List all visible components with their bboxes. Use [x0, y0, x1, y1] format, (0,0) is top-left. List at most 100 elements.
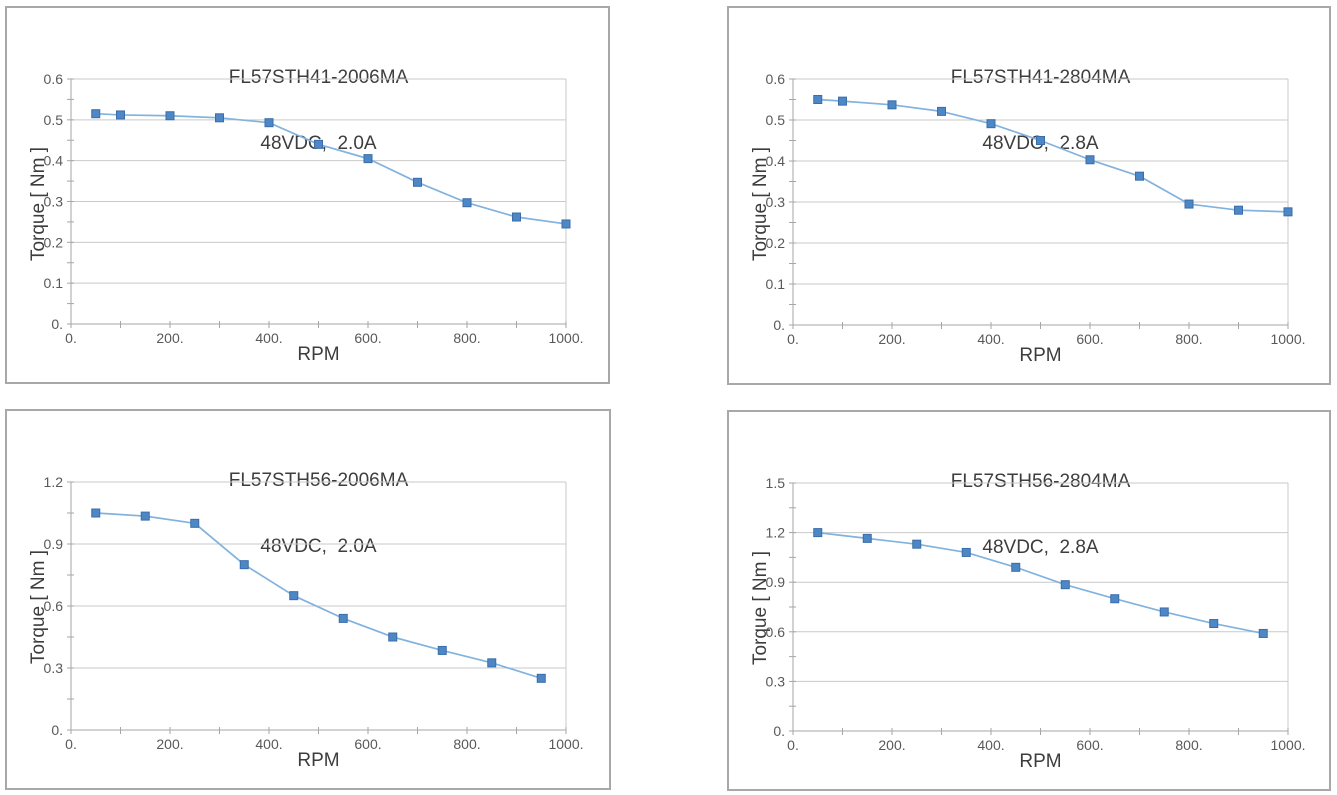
y-tick-label: 1.5 — [766, 475, 786, 491]
data-point-marker — [91, 508, 101, 518]
x-tick-label: 600. — [354, 736, 381, 752]
data-point-marker — [912, 539, 922, 549]
x-axis-title: RPM — [297, 344, 340, 365]
x-tick-label: 0. — [787, 331, 799, 347]
data-point-marker — [838, 96, 847, 106]
x-tick-label: 600. — [1076, 737, 1103, 753]
chart-canvas: 0. 0.1 0.2 0.3 0.4 0.5 0.6 0. 200. 400. 600. 800. 10… — [766, 71, 1306, 347]
data-point-marker — [1159, 607, 1169, 617]
y-tick-label: 0.9 — [44, 536, 64, 552]
y-tick-label: 0. — [51, 316, 63, 332]
data-point-marker — [264, 118, 274, 128]
y-tick-label: 0. — [773, 723, 785, 739]
chart-title-rating: 48VDC, 2.0A — [260, 133, 377, 154]
chart-canvas: 0. 0.3 0.6 0.9 1.2 0. 200. 400. 600. 800. 1000. — [44, 474, 584, 752]
data-point-marker — [1184, 199, 1194, 209]
x-tick-label: 200. — [878, 737, 905, 753]
chart-title-model: FL57STH56-2006MA — [228, 470, 409, 491]
x-tick-label: 0. — [787, 737, 799, 753]
chart-title: FL57STH56-2804MA 48VDC, 2.8A — [793, 427, 1288, 603]
chart-panel-fl57sth41-2006ma: FL57STH41-2006MA 48VDC, 2.0A Torque [ Nm… — [5, 6, 610, 384]
data-point-marker — [813, 528, 823, 538]
x-tick-label: 200. — [156, 330, 183, 346]
chart-title-model: FL57STH41-2804MA — [950, 67, 1131, 88]
data-point-marker — [1060, 580, 1070, 590]
y-tick-label: 0.2 — [44, 234, 64, 250]
y-tick-label: 0.4 — [44, 153, 64, 169]
chart-canvas: 0. 0.3 0.6 0.9 1.2 1.5 0. 200. 400. 600. 800. 1000. — [766, 475, 1306, 753]
data-point-marker — [1085, 155, 1095, 165]
data-point-marker — [487, 658, 497, 668]
x-tick-label: 600. — [354, 330, 381, 346]
x-tick-label: 1000. — [548, 736, 583, 752]
y-tick-label: 0.1 — [766, 276, 786, 292]
x-tick-label: 800. — [1175, 331, 1202, 347]
data-point-marker — [190, 518, 200, 528]
data-point-marker — [413, 177, 422, 187]
data-point-marker — [1258, 628, 1268, 638]
chart-title-rating: 48VDC, 2.0A — [260, 536, 377, 557]
y-tick-label: 0.2 — [766, 235, 786, 251]
data-point-marker — [1234, 205, 1243, 215]
y-tick-label: 0. — [51, 722, 63, 738]
chart-canvas: 0. 0.1 0.2 0.3 0.4 0.5 0.6 0. 200. 400. 600. 800. 10… — [44, 71, 584, 346]
chart-panel-fl57sth41-2804ma: FL57STH41-2804MA 48VDC, 2.8A Torque [ Nm… — [727, 6, 1331, 385]
x-tick-label: 800. — [1175, 737, 1202, 753]
data-point-marker — [1209, 619, 1219, 629]
x-tick-label: 1000. — [1270, 331, 1305, 347]
data-point-marker — [363, 154, 373, 164]
data-point-marker — [862, 533, 872, 543]
chart-panel-fl57sth56-2804ma: FL57STH56-2804MA 48VDC, 2.8A Torque [ Nm… — [727, 410, 1331, 791]
data-point-marker — [512, 212, 521, 222]
chart-panel-fl57sth56-2006ma: FL57STH56-2006MA 48VDC, 2.0A Torque [ Nm… — [5, 409, 611, 790]
x-tick-label: 800. — [453, 736, 480, 752]
data-point-marker — [338, 613, 348, 623]
x-tick-label: 800. — [453, 330, 480, 346]
data-point-marker — [215, 113, 224, 123]
data-point-marker — [536, 673, 546, 683]
torque-curve-line — [95, 112, 567, 225]
data-point-marker — [561, 219, 571, 229]
data-point-marker — [388, 632, 398, 642]
x-tick-label: 1000. — [1270, 737, 1305, 753]
y-tick-label: 0.3 — [766, 673, 786, 689]
y-tick-label: 0.1 — [44, 275, 64, 291]
data-point-marker — [937, 106, 946, 116]
chart-title: FL57STH56-2006MA 48VDC, 2.0A — [71, 426, 566, 602]
x-tick-label: 200. — [878, 331, 905, 347]
y-tick-label: 0.6 — [766, 71, 786, 87]
x-axis-title: RPM — [297, 750, 340, 771]
x-tick-label: 600. — [1076, 331, 1103, 347]
x-tick-label: 200. — [156, 736, 183, 752]
y-tick-label: 0. — [773, 317, 785, 333]
y-tick-label: 0.5 — [766, 112, 786, 128]
data-point-marker — [165, 111, 175, 121]
data-point-marker — [813, 95, 823, 104]
x-tick-label: 1000. — [548, 330, 583, 346]
data-point-marker — [1036, 136, 1045, 145]
y-tick-label: 0.6 — [44, 71, 64, 87]
x-tick-label: 400. — [255, 736, 282, 752]
y-tick-label: 0.5 — [44, 112, 64, 128]
data-point-marker — [887, 100, 897, 110]
y-tick-label: 0.9 — [766, 574, 786, 590]
chart-title-model: FL57STH56-2804MA — [950, 471, 1131, 492]
data-point-marker — [462, 198, 472, 208]
y-tick-label: 0.4 — [766, 153, 786, 169]
y-tick-label: 0.6 — [766, 624, 786, 640]
data-point-marker — [239, 560, 249, 570]
y-tick-label: 0.3 — [766, 194, 786, 210]
x-tick-label: 0. — [65, 736, 77, 752]
data-point-marker — [1110, 594, 1120, 604]
data-point-marker — [91, 109, 101, 119]
chart-title: FL57STH41-2006MA 48VDC, 2.0A — [71, 23, 566, 199]
y-tick-label: 1.2 — [44, 474, 64, 490]
x-tick-label: 400. — [977, 737, 1004, 753]
x-tick-label: 400. — [255, 330, 282, 346]
data-point-marker — [961, 547, 971, 557]
x-tick-label: 0. — [65, 330, 77, 346]
y-tick-label: 0.3 — [44, 194, 64, 210]
data-point-marker — [1011, 562, 1021, 572]
torque-curve-line — [817, 98, 1289, 213]
